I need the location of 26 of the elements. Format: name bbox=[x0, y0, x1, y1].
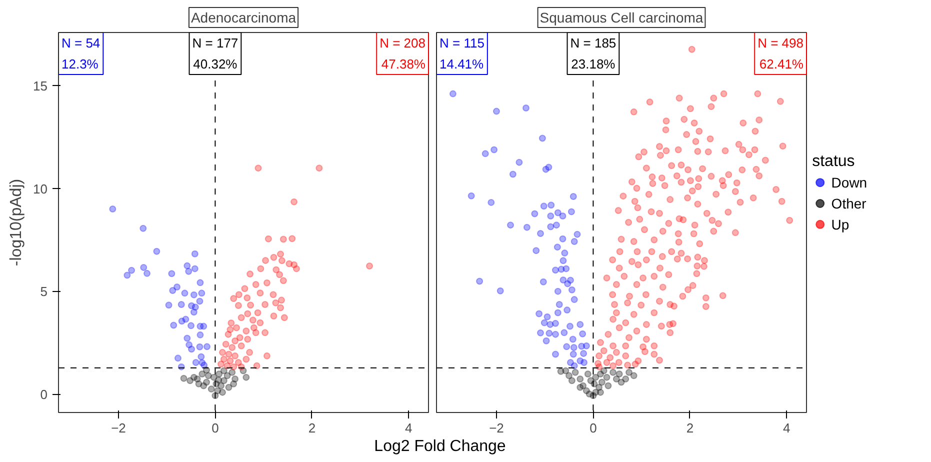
chart-title: Adenocarcinoma bbox=[190, 10, 296, 26]
x-axis-title: Log2 Fold Change bbox=[374, 437, 506, 457]
annotation: N = 115 14.41% bbox=[440, 36, 484, 72]
annotation: N = 208 47.38% bbox=[380, 36, 426, 72]
y-tick-label: 15 bbox=[33, 78, 48, 94]
legend-label: Other bbox=[831, 196, 867, 212]
chart-title: Squamous Cell carcinoma bbox=[540, 10, 704, 26]
annotation: N = 185 23.18% bbox=[570, 36, 616, 72]
y-axis-title: -log10(pAdj) bbox=[8, 178, 26, 266]
annotation: N = 54 12.3% bbox=[62, 36, 100, 72]
legend-title: status bbox=[812, 153, 855, 170]
y-tick-label: 10 bbox=[33, 181, 48, 196]
x-tick-label: 2 bbox=[686, 420, 694, 436]
x-tick-label: −2 bbox=[489, 420, 504, 436]
legend-label: Up bbox=[831, 216, 850, 232]
x-tick-label: 0 bbox=[212, 420, 219, 436]
annotation: N = 498 62.41% bbox=[758, 36, 804, 72]
x-tick-label: 2 bbox=[308, 420, 316, 436]
x-tick-label: 4 bbox=[783, 420, 790, 436]
legend-label: Down bbox=[831, 174, 868, 191]
x-tick-label: −2 bbox=[111, 420, 126, 436]
annotation: N = 177 40.32% bbox=[192, 36, 238, 72]
y-tick-label: 0 bbox=[40, 387, 48, 402]
x-tick-label: 0 bbox=[590, 420, 597, 436]
y-tick-label: 5 bbox=[40, 284, 48, 300]
x-tick-label: 4 bbox=[405, 420, 412, 436]
